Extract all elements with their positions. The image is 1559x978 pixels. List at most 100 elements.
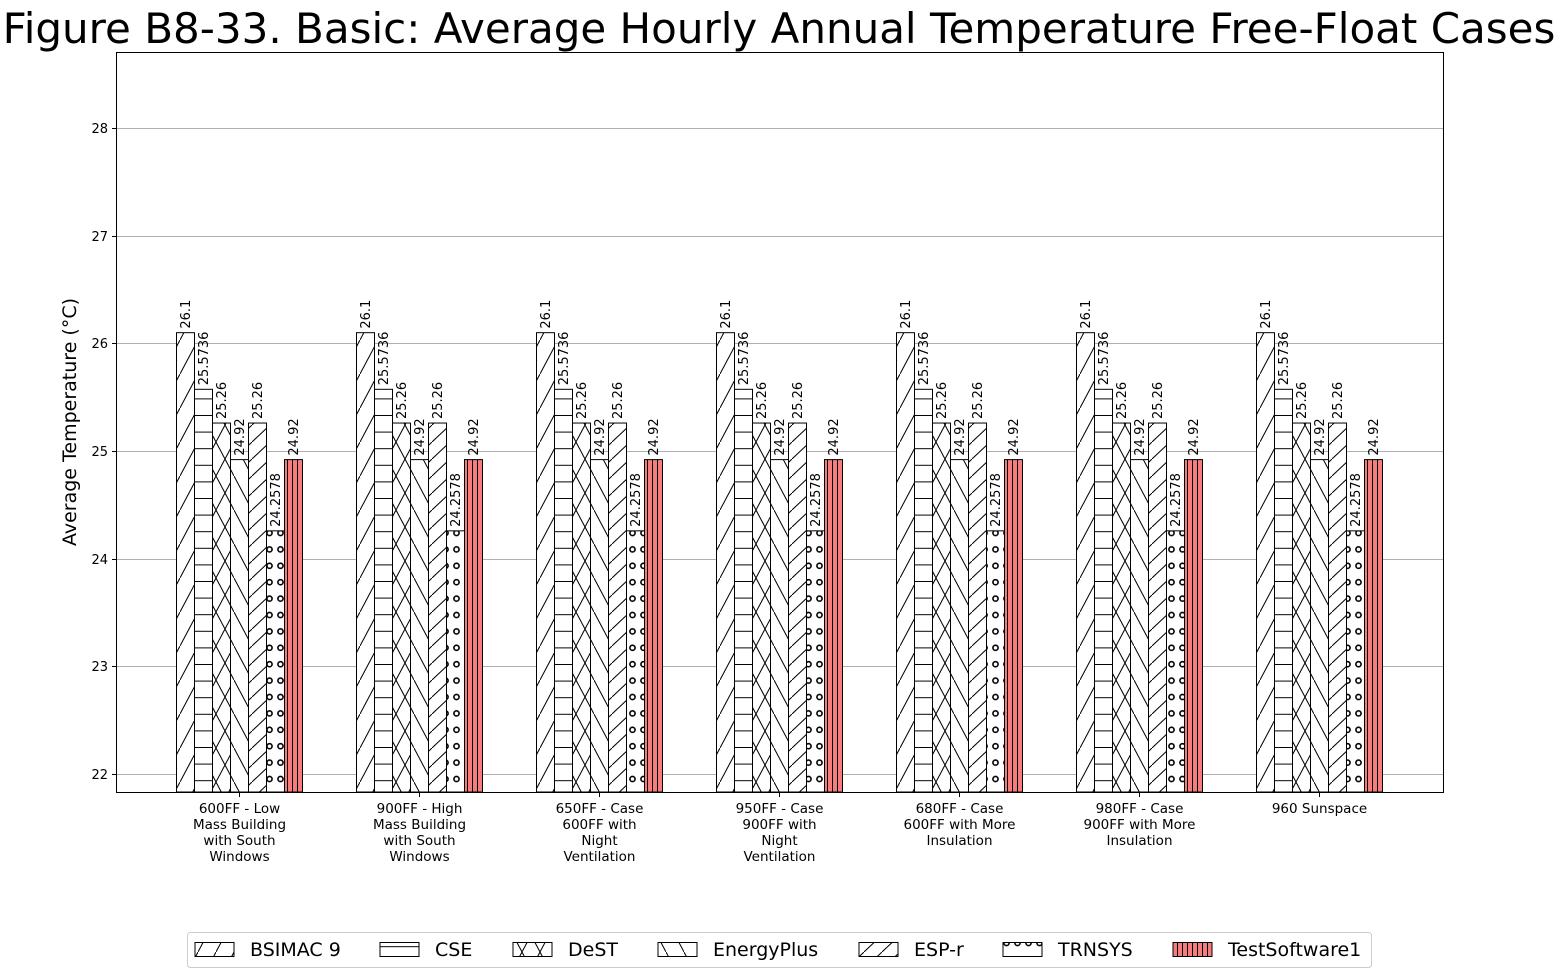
y-tick-label: 23 (91, 660, 108, 675)
legend-item-trnsys: TRNSYS (1002, 939, 1133, 961)
bar-outline (590, 459, 609, 793)
bar-outline (572, 422, 591, 793)
bar-outline (1076, 332, 1095, 793)
y-tick-label: 28 (91, 122, 108, 137)
bar-outline (806, 530, 825, 793)
data-label: 26.1 (719, 300, 734, 329)
bar-outline (950, 459, 969, 793)
bar-outline (554, 388, 573, 793)
data-label: 26.1 (179, 300, 194, 329)
x-tick-label: 600FF - Low (199, 801, 280, 817)
bar-outline (914, 388, 933, 793)
bar-outline (896, 332, 915, 793)
bar-esp-r (788, 422, 807, 793)
x-tick-label: Night (761, 833, 797, 849)
data-label: 24.92 (827, 418, 842, 455)
x-tick-label: 600FF with More (904, 817, 1016, 833)
bar-trnsys (1166, 530, 1185, 793)
data-label: 24.2578 (449, 473, 464, 527)
bar-esp-r (1328, 422, 1347, 793)
legend-swatch (379, 942, 420, 957)
bar-outline (734, 388, 753, 793)
bar-outline (410, 459, 429, 793)
data-label: 26.1 (1079, 300, 1094, 329)
x-tick-label: with South (383, 833, 455, 849)
bar-cse (374, 388, 393, 793)
data-label: 24.92 (1007, 418, 1022, 455)
bar-bsimac-9 (896, 332, 915, 793)
legend-label: DeST (568, 939, 618, 961)
x-tick-label: Insulation (926, 833, 992, 849)
bar-outline (230, 459, 249, 793)
bar-outline (644, 459, 663, 793)
bar-energyplus (410, 459, 429, 793)
y-axis-label: Average Temperature (°C) (59, 298, 81, 546)
data-label: 26.1 (899, 300, 914, 329)
bar-outline (1274, 388, 1293, 793)
x-tick-label: Mass Building (373, 817, 466, 833)
x-tick-label: Ventilation (744, 849, 816, 865)
legend-swatch (194, 942, 235, 957)
legend-swatch (858, 942, 899, 957)
bar-dest (392, 422, 411, 793)
bar-testsoftware1 (284, 459, 303, 793)
bar-dest (1292, 422, 1311, 793)
x-tick-label: 680FF - Case (916, 801, 1004, 817)
bar-testsoftware1 (1364, 459, 1383, 793)
x-tick-label: Windows (389, 849, 449, 865)
bar-dest (572, 422, 591, 793)
x-tick-label: Night (581, 833, 617, 849)
bar-testsoftware1 (824, 459, 843, 793)
bar-outline (1292, 422, 1311, 793)
bar-energyplus (1130, 459, 1149, 793)
bar-outline (1004, 459, 1023, 793)
y-tick-label: 27 (91, 230, 108, 245)
bar-outline (284, 459, 303, 793)
legend-item-testsoftware1: TestSoftware1 (1172, 939, 1361, 961)
bar-testsoftware1 (644, 459, 663, 793)
legend-label: BSIMAC 9 (250, 939, 341, 961)
bar-outline (824, 459, 843, 793)
bar-outline (1166, 530, 1185, 793)
bar-outline (1094, 388, 1113, 793)
plot-area-frame (116, 52, 1444, 793)
bar-trnsys (1346, 530, 1365, 793)
data-label: 24.92 (593, 418, 608, 455)
bar-outline (1112, 422, 1131, 793)
data-label: 25.26 (251, 382, 266, 419)
bar-outline (788, 422, 807, 793)
bar-outline (932, 422, 951, 793)
legend-swatch (512, 942, 553, 957)
x-tick-label: 960 Sunspace (1272, 801, 1367, 817)
data-label: 25.5736 (737, 332, 752, 386)
y-tick-label: 26 (91, 337, 108, 352)
bar-outline (752, 422, 771, 793)
bar-bsimac-9 (356, 332, 375, 793)
data-label: 25.26 (1151, 382, 1166, 419)
data-label: 25.26 (395, 382, 410, 419)
data-label: 25.26 (611, 382, 626, 419)
bar-dest (752, 422, 771, 793)
legend-label: ESP-r (914, 939, 964, 961)
legend-frame (187, 932, 1372, 968)
bar-outline (374, 388, 393, 793)
legend-label: TRNSYS (1057, 939, 1133, 961)
y-axis-ticks: 22 23 24 25 26 27 28 (91, 122, 117, 783)
data-label: 25.26 (431, 382, 446, 419)
legend-item-cse: CSE (379, 939, 472, 961)
data-label: 24.92 (1133, 418, 1148, 455)
bar-esp-r (428, 422, 447, 793)
bar-cse (1094, 388, 1113, 793)
data-label: 25.5736 (1277, 332, 1292, 386)
legend-label: TestSoftware1 (1227, 939, 1361, 961)
x-tick-label: 900FF - High (377, 801, 463, 817)
x-tick-label: Insulation (1106, 833, 1172, 849)
data-label: 25.26 (935, 382, 950, 419)
legend-label: CSE (435, 939, 472, 961)
data-label: 25.26 (1115, 382, 1130, 419)
bar-outline (356, 332, 375, 793)
bar-cse (554, 388, 573, 793)
bar-outline (1310, 459, 1329, 793)
data-label: 25.5736 (557, 332, 572, 386)
data-label: 24.2578 (269, 473, 284, 527)
